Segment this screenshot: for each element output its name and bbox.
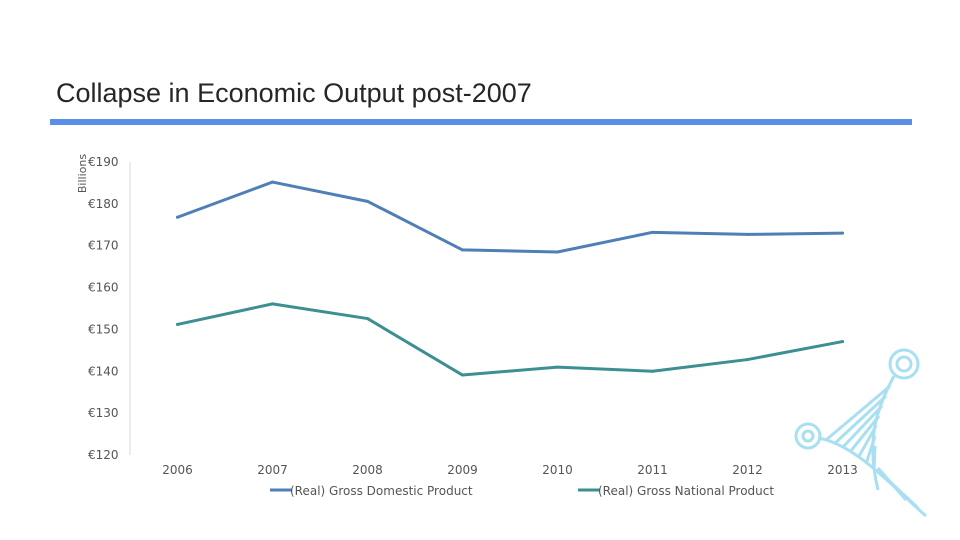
y-tick-label: €190 xyxy=(88,155,119,169)
x-tick-label: 2011 xyxy=(637,463,668,477)
title-accent-bar xyxy=(50,119,912,125)
y-tick-label: €160 xyxy=(88,281,119,295)
data-point xyxy=(271,180,274,184)
y-tick-label: €170 xyxy=(88,239,119,253)
data-point xyxy=(746,358,749,362)
harp-logo-icon xyxy=(794,348,927,518)
x-tick-label: 2012 xyxy=(732,463,763,477)
data-point xyxy=(556,250,559,254)
y-tick-label: €180 xyxy=(88,197,119,211)
data-point xyxy=(556,365,559,369)
y-axis-title: Billions xyxy=(76,154,89,193)
legend-label: (Real) Gross Domestic Product xyxy=(290,484,473,498)
data-point xyxy=(366,317,369,321)
data-point xyxy=(461,248,464,252)
data-point xyxy=(176,215,179,219)
data-point xyxy=(366,199,369,203)
x-tick-label: 2013 xyxy=(827,463,858,477)
data-point xyxy=(746,232,749,236)
series-line-1 xyxy=(176,180,844,254)
x-tick-label: 2009 xyxy=(447,463,478,477)
data-point xyxy=(461,373,464,377)
data-point xyxy=(841,231,844,235)
x-tick-label: 2010 xyxy=(542,463,573,477)
data-point xyxy=(651,230,654,234)
data-point xyxy=(176,322,179,326)
slide-title: Collapse in Economic Output post-2007 xyxy=(56,78,532,108)
series-line-2 xyxy=(176,302,844,377)
x-tick-label: 2007 xyxy=(257,463,288,477)
y-tick-label: €150 xyxy=(88,322,119,336)
y-tick-label: €130 xyxy=(88,406,119,420)
data-point xyxy=(841,340,844,344)
legend-label: (Real) Gross National Product xyxy=(598,484,774,498)
x-tick-label: 2006 xyxy=(162,463,193,477)
data-point xyxy=(271,302,274,306)
data-point xyxy=(651,369,654,373)
y-tick-label: €140 xyxy=(88,364,119,378)
y-tick-label: €120 xyxy=(88,448,119,462)
x-tick-label: 2008 xyxy=(352,463,383,477)
